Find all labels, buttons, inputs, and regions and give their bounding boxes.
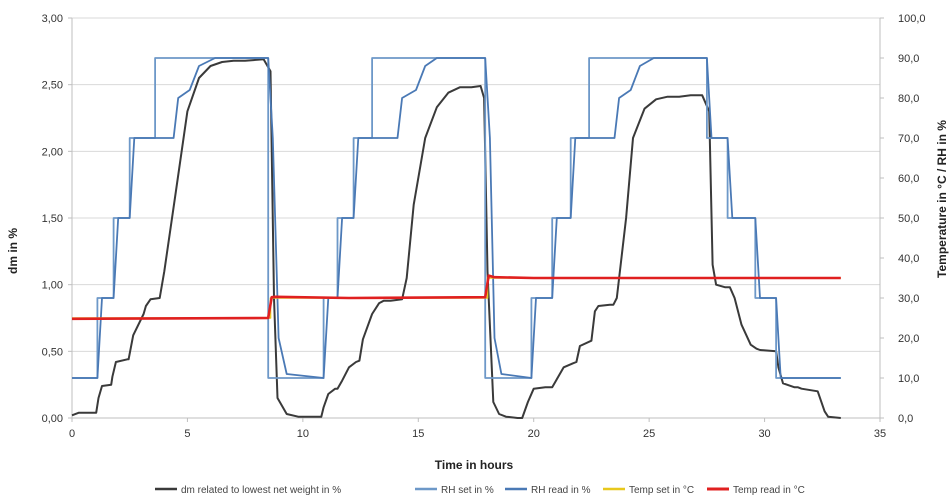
y-left-tick-label: 1,00 — [42, 280, 63, 292]
legend: dm related to lowest net weight in % RH s… — [155, 485, 805, 496]
y-left-axis-ticks: 0,00 0,50 1,00 1,50 2,00 2,50 3,00 — [42, 13, 72, 425]
x-axis-ticks: 0 5 10 15 20 25 30 35 — [69, 418, 886, 440]
y-right-tick-label: 70,0 — [898, 133, 919, 145]
legend-label: RH read in % — [531, 485, 591, 496]
series-layer — [71, 57, 841, 419]
grid-lines — [72, 17, 880, 419]
y-left-tick-label: 3,00 — [42, 13, 63, 25]
y-right-tick-label: 100,0 — [898, 13, 926, 25]
legend-label: Temp read in °C — [733, 485, 805, 496]
y-right-tick-label: 80,0 — [898, 93, 919, 105]
x-tick-label: 10 — [297, 428, 309, 440]
y-right-axis-ticks: 0,0 10,0 20,0 30,0 40,0 50,0 60,0 70,0 80,0 90,0 1… — [880, 13, 926, 425]
legend-label: dm related to lowest net weight in % — [181, 485, 341, 496]
y-right-tick-label: 20,0 — [898, 333, 919, 345]
series-line-0 — [71, 58, 841, 419]
y-right-tick-label: 60,0 — [898, 173, 919, 185]
y-right-tick-label: 40,0 — [898, 253, 919, 265]
y-right-tick-label: 0,0 — [898, 413, 913, 425]
y-left-tick-label: 0,50 — [42, 346, 63, 358]
x-tick-label: 30 — [758, 428, 770, 440]
series-line-2 — [72, 57, 841, 379]
x-tick-label: 0 — [69, 428, 75, 440]
legend-label: RH set in % — [441, 485, 494, 496]
x-tick-label: 20 — [528, 428, 540, 440]
y-left-tick-label: 0,00 — [42, 413, 63, 425]
x-tick-label: 25 — [643, 428, 655, 440]
y-right-tick-label: 50,0 — [898, 213, 919, 225]
x-tick-label: 35 — [874, 428, 886, 440]
y-right-tick-label: 10,0 — [898, 373, 919, 385]
y-left-tick-label: 1,50 — [42, 213, 63, 225]
legend-label: Temp set in °C — [629, 485, 694, 496]
x-axis-title: Time in hours — [435, 458, 514, 472]
y-left-axis-title: dm in % — [6, 228, 20, 274]
x-tick-label: 5 — [184, 428, 190, 440]
y-left-tick-label: 2,00 — [42, 146, 63, 158]
y-right-axis-title: Temperature in °C / RH in % — [935, 120, 949, 278]
y-right-tick-label: 90,0 — [898, 53, 919, 65]
y-right-tick-label: 30,0 — [898, 293, 919, 305]
y-left-tick-label: 2,50 — [42, 80, 63, 92]
series-line-4 — [71, 274, 841, 321]
x-tick-label: 15 — [412, 428, 424, 440]
